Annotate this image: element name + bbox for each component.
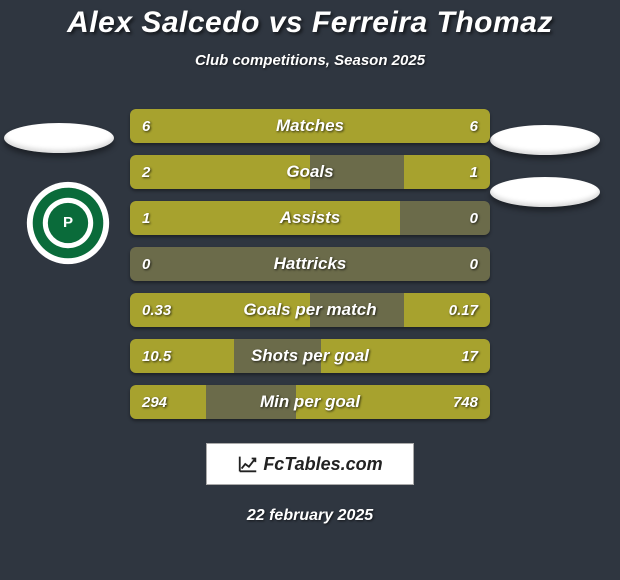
stat-bar-right	[296, 385, 490, 419]
stat-row: Min per goal294748	[130, 385, 490, 419]
stat-row: Hattricks0 0	[130, 247, 490, 281]
stat-bar-left	[130, 293, 310, 327]
stat-label: Hattricks	[130, 247, 490, 281]
stat-bars: Matches66Goals21Assists10Hattricks00Goal…	[130, 109, 490, 419]
player-left-club-logo-placeholder	[4, 123, 114, 153]
player-right-club-logo-placeholder-1	[490, 125, 600, 155]
content-area: P PALMEIRAS Matches66 Goals21 Assists10 Hat…	[0, 109, 620, 525]
stat-value-right: 0	[470, 201, 478, 235]
fctables-watermark: FcTables.com	[206, 443, 414, 485]
stat-row: Goals21	[130, 155, 490, 189]
stat-bar-right	[321, 339, 490, 373]
subtitle: Club competitions, Season 2025	[0, 52, 620, 69]
watermark-text: FcTables.com	[263, 454, 382, 475]
chart-growth-icon	[237, 453, 259, 475]
player-left-badge-palmeiras: P PALMEIRAS	[26, 181, 110, 265]
stat-bar-left	[130, 201, 400, 235]
stat-row: Goals per match0.330.17	[130, 293, 490, 327]
snapshot-date: 22 february 2025	[0, 507, 620, 525]
stat-bar-right	[310, 109, 490, 143]
stat-bar-right	[404, 155, 490, 189]
stat-row: Assists10	[130, 201, 490, 235]
stat-bar-left	[130, 155, 310, 189]
comparison-card: Alex Salcedo vs Ferreira Thomaz Club com…	[0, 0, 620, 580]
page-title: Alex Salcedo vs Ferreira Thomaz	[0, 6, 620, 40]
stat-row: Shots per goal10.517	[130, 339, 490, 373]
palmeiras-crest-icon: P PALMEIRAS	[26, 181, 110, 265]
stat-bar-left	[130, 385, 206, 419]
stat-value-right: 0	[470, 247, 478, 281]
svg-text:P: P	[63, 214, 73, 231]
stat-bar-left	[130, 339, 234, 373]
player-right-club-logo-placeholder-2	[490, 177, 600, 207]
stat-bar-right	[404, 293, 490, 327]
stat-row: Matches66	[130, 109, 490, 143]
stat-value-left: 0	[142, 247, 150, 281]
stat-bar-left	[130, 109, 310, 143]
